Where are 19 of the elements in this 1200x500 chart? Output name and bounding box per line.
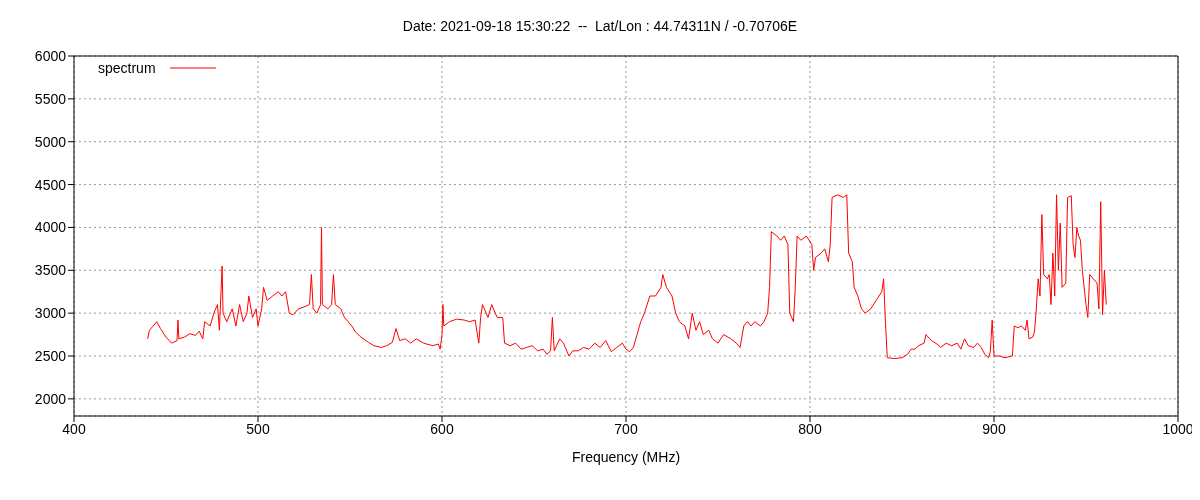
legend-label: spectrum <box>98 60 156 76</box>
y-tick-label: 2500 <box>34 347 67 364</box>
x-tick-label: 800 <box>798 420 822 437</box>
x-tick-label: 400 <box>62 420 86 437</box>
y-tick-label: 5000 <box>34 133 67 150</box>
x-tick-label: 900 <box>982 420 1006 437</box>
line-series <box>147 194 1107 360</box>
y-tick-label: 3000 <box>34 305 67 322</box>
chart-title: Date: 2021-09-18 15:30:22 -- Lat/Lon : 44.74311N / -0.70706E <box>401 17 799 36</box>
y-tick-label: 4500 <box>34 176 67 193</box>
y-tick-label: 3500 <box>34 262 67 279</box>
y-tick-label: 5500 <box>34 90 67 107</box>
x-tick-label: 600 <box>430 420 454 437</box>
x-tick-label: 700 <box>614 420 638 437</box>
x-axis-title: Frequency (MHz) <box>571 449 681 465</box>
y-tick-label: 6000 <box>34 47 67 64</box>
x-tick-label: 500 <box>246 420 270 437</box>
y-tick-label: 2000 <box>34 390 67 407</box>
y-tick-label: 4000 <box>34 219 67 236</box>
